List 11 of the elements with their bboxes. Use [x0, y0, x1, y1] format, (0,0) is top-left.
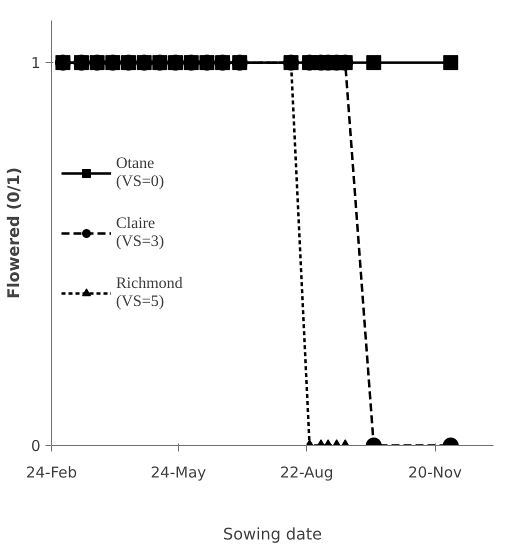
x-tick-label: 20-Nov — [408, 464, 462, 482]
x-axis-title: Sowing date — [223, 524, 322, 544]
y-tick-label: 1 — [30, 54, 41, 72]
y-tick-label: 0 — [30, 437, 41, 455]
legend-label: Claire (VS=3) — [116, 214, 164, 252]
x-tick-label: 24-May — [150, 464, 206, 482]
legend-label: Richmond (VS=5) — [116, 274, 183, 312]
x-tick-label: 22-Aug — [280, 464, 334, 482]
x-tick-label: 24-Feb — [26, 464, 78, 482]
y-axis-title: Flowered (0/1) — [4, 167, 23, 299]
legend-label: Otane (VS=0) — [116, 154, 164, 192]
